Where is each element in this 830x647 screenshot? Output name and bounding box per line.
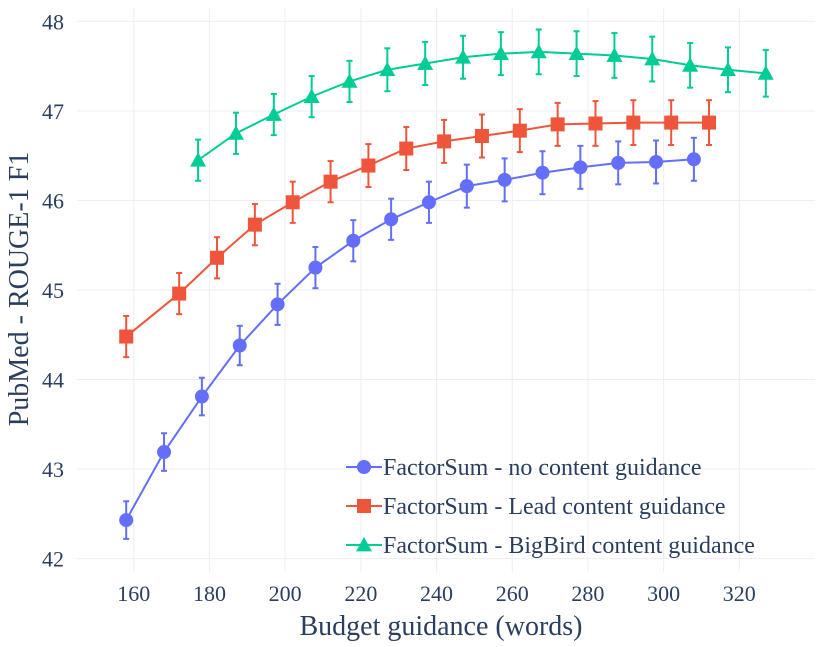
data-point-0-5 bbox=[308, 260, 323, 275]
series-line-2 bbox=[197, 50, 766, 162]
data-point-0-10 bbox=[497, 172, 512, 187]
data-point-2-0 bbox=[190, 152, 207, 167]
data-point-2-5 bbox=[379, 61, 396, 77]
data-point-1-14 bbox=[664, 115, 679, 130]
tick-labels: 160 180 200 220 240 260 280 300 320 42 43 44 45 46 47 4… bbox=[42, 9, 756, 606]
y-tick-label-43: 43 bbox=[42, 457, 64, 482]
data-point-0-13 bbox=[611, 155, 626, 170]
x-tick-label-300: 300 bbox=[647, 581, 680, 606]
data-point-2-6 bbox=[417, 55, 434, 70]
x-tick-label-220: 220 bbox=[344, 581, 377, 606]
grid bbox=[77, 8, 815, 572]
legend-item-0: FactorSum - no content guidance bbox=[346, 455, 702, 481]
data-point-0-14 bbox=[649, 154, 664, 169]
x-tick-label-180: 180 bbox=[193, 581, 226, 606]
y-tick-label-47: 47 bbox=[42, 99, 64, 124]
data-point-2-10 bbox=[568, 45, 585, 61]
data-point-0-0 bbox=[119, 513, 134, 528]
data-point-1-13 bbox=[626, 115, 641, 130]
data-point-0-4 bbox=[270, 297, 285, 312]
data-point-0-3 bbox=[232, 338, 247, 353]
data-point-1-10 bbox=[512, 123, 527, 138]
data-point-0-12 bbox=[573, 160, 588, 175]
legend-marker-1 bbox=[357, 499, 371, 513]
x-tick-label-200: 200 bbox=[269, 581, 302, 606]
legend-marker-2 bbox=[356, 537, 372, 552]
data-point-2-11 bbox=[606, 47, 623, 62]
legend: FactorSum - no content guidance FactorSum… bbox=[346, 455, 755, 559]
data-point-1-11 bbox=[550, 117, 565, 132]
legend-label-2: FactorSum - BigBird content guidance bbox=[383, 533, 755, 559]
x-tick-label-320: 320 bbox=[723, 581, 756, 606]
y-tick-label-46: 46 bbox=[42, 188, 64, 213]
series-1 bbox=[119, 99, 717, 359]
data-point-2-15 bbox=[757, 65, 774, 80]
data-point-0-15 bbox=[686, 152, 701, 167]
data-point-0-8 bbox=[421, 195, 436, 210]
x-tick-label-240: 240 bbox=[420, 581, 453, 606]
series-line-1 bbox=[125, 121, 710, 338]
y-tick-label-48: 48 bbox=[42, 9, 64, 34]
series-line-0 bbox=[125, 158, 694, 521]
data-point-1-2 bbox=[210, 250, 225, 265]
y-tick-label-44: 44 bbox=[42, 368, 64, 393]
data-point-0-2 bbox=[194, 389, 209, 404]
series-0 bbox=[119, 136, 701, 540]
data-point-2-1 bbox=[227, 125, 244, 140]
data-point-1-15 bbox=[702, 115, 717, 130]
x-tick-label-160: 160 bbox=[117, 581, 150, 606]
data-point-2-12 bbox=[644, 51, 661, 66]
data-point-1-1 bbox=[172, 286, 187, 301]
data-point-1-6 bbox=[361, 158, 376, 173]
data-point-1-5 bbox=[323, 174, 338, 189]
legend-item-2: FactorSum - BigBird content guidance bbox=[346, 533, 755, 559]
data-point-0-9 bbox=[459, 179, 474, 194]
data-point-2-3 bbox=[303, 88, 320, 104]
data-point-1-8 bbox=[437, 134, 452, 149]
x-tick-label-260: 260 bbox=[496, 581, 529, 606]
legend-item-1: FactorSum - Lead content guidance bbox=[346, 494, 726, 520]
data-point-2-4 bbox=[341, 73, 358, 88]
legend-label-1: FactorSum - Lead content guidance bbox=[383, 494, 726, 520]
series-layer bbox=[119, 28, 774, 540]
legend-label-0: FactorSum - no content guidance bbox=[383, 455, 702, 481]
data-point-1-12 bbox=[588, 116, 603, 131]
data-point-2-7 bbox=[455, 49, 472, 64]
series-2 bbox=[190, 28, 774, 182]
data-point-1-9 bbox=[474, 129, 489, 144]
y-tick-label-45: 45 bbox=[42, 278, 64, 303]
data-point-2-9 bbox=[530, 43, 547, 59]
data-point-2-8 bbox=[492, 45, 509, 61]
data-point-1-0 bbox=[119, 329, 134, 344]
data-point-1-3 bbox=[247, 217, 262, 232]
x-axis-title: Budget guidance (words) bbox=[299, 611, 582, 642]
data-point-0-6 bbox=[346, 233, 361, 248]
x-tick-label-280: 280 bbox=[571, 581, 604, 606]
data-point-1-4 bbox=[285, 195, 300, 210]
data-point-2-13 bbox=[682, 57, 699, 72]
data-point-2-2 bbox=[265, 106, 282, 121]
y-tick-label-42: 42 bbox=[42, 547, 64, 572]
data-point-1-7 bbox=[399, 141, 414, 156]
data-point-2-14 bbox=[719, 61, 736, 77]
data-point-0-11 bbox=[535, 165, 550, 180]
data-point-0-7 bbox=[384, 212, 399, 227]
data-point-0-1 bbox=[157, 445, 172, 460]
y-axis-title: PubMed - ROUGE-1 F1 bbox=[4, 152, 35, 427]
legend-marker-0 bbox=[357, 460, 371, 474]
